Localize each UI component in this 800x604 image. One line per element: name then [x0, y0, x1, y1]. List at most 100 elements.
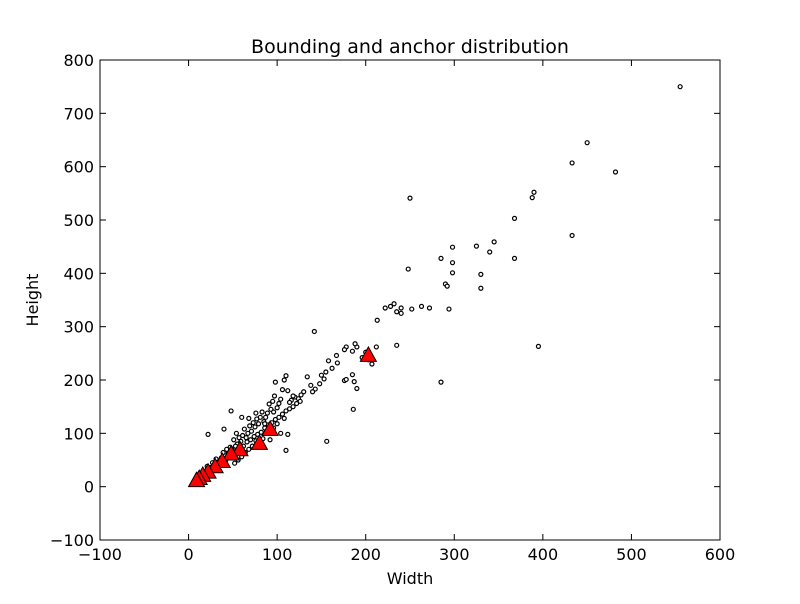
data-point	[276, 414, 282, 420]
plot-frame	[99, 59, 721, 541]
data-point	[298, 392, 304, 398]
data-point	[290, 404, 296, 410]
data-point	[569, 160, 575, 166]
data-point	[350, 406, 356, 412]
data-point	[281, 415, 287, 421]
data-point	[391, 301, 397, 307]
data-point	[409, 306, 415, 312]
data-point	[394, 309, 400, 315]
anchor-marker	[231, 440, 249, 457]
data-point	[233, 430, 239, 436]
data-point	[272, 416, 278, 423]
data-point	[323, 369, 329, 375]
data-point	[266, 401, 272, 407]
data-point	[612, 169, 619, 175]
data-point	[352, 341, 358, 347]
data-point	[318, 372, 325, 378]
data-point	[255, 421, 262, 427]
data-point	[285, 388, 291, 394]
data-point	[264, 410, 270, 416]
data-point	[246, 415, 252, 421]
y-tick-label: 400	[63, 264, 94, 283]
data-point	[281, 377, 287, 383]
data-point	[236, 435, 242, 441]
data-point	[382, 305, 388, 311]
data-point	[511, 255, 518, 261]
data-point	[205, 431, 211, 437]
data-point	[271, 409, 277, 415]
data-point	[285, 431, 291, 437]
x-tick-label: 400	[528, 545, 559, 564]
x-axis-label: Width	[387, 569, 433, 588]
data-point	[247, 423, 253, 429]
data-point	[491, 239, 497, 245]
data-point	[228, 408, 234, 414]
y-tick-label: 300	[63, 318, 94, 337]
y-tick-label: 500	[63, 211, 94, 230]
y-tick-label: 200	[63, 371, 94, 390]
y-axis: −100 0 100 200 300 400 500 600 700 800	[50, 51, 720, 550]
data-point	[279, 411, 286, 417]
x-tick-label: −100	[78, 545, 122, 564]
data-point	[405, 266, 411, 272]
data-point	[334, 360, 340, 366]
data-point	[351, 379, 357, 385]
data-point	[569, 232, 575, 239]
data-point	[374, 317, 380, 323]
data-point	[349, 348, 356, 354]
data-point	[252, 424, 258, 430]
data-point	[387, 303, 394, 309]
anchor-marker	[261, 420, 279, 436]
data-point	[294, 400, 300, 407]
data-point	[251, 433, 257, 440]
data-point	[253, 410, 259, 416]
data-point	[283, 447, 289, 453]
data-point	[349, 372, 356, 378]
data-point	[267, 437, 273, 443]
data-point	[446, 306, 452, 312]
data-point	[245, 430, 251, 436]
y-tick-label: 600	[63, 158, 94, 177]
anchor-marker	[222, 444, 240, 461]
data-point	[535, 343, 542, 349]
data-point	[241, 426, 247, 432]
data-point	[239, 414, 245, 420]
data-point	[478, 285, 484, 291]
data-point	[274, 421, 280, 427]
data-point	[270, 398, 276, 404]
data-point	[354, 385, 360, 392]
x-tick-label: 100	[262, 545, 293, 564]
data-point	[677, 84, 683, 90]
data-point	[278, 396, 284, 402]
data-point	[341, 347, 348, 353]
data-point	[301, 389, 307, 395]
data-point	[278, 430, 284, 436]
data-point	[449, 260, 456, 266]
data-point	[250, 420, 256, 426]
anchor-marker	[187, 471, 206, 488]
data-point	[254, 416, 260, 422]
x-tick-label: 500	[616, 545, 647, 564]
data-point	[324, 438, 330, 444]
data-point	[531, 189, 537, 195]
data-point	[259, 409, 265, 415]
data-point	[511, 215, 518, 221]
anchor-marker	[359, 345, 378, 362]
data-point	[369, 361, 375, 367]
data-point	[283, 408, 289, 414]
data-point	[258, 429, 264, 435]
data-point	[240, 432, 246, 439]
data-point	[263, 414, 269, 420]
data-point	[309, 389, 316, 395]
data-point	[317, 381, 323, 387]
data-point	[418, 303, 425, 309]
x-tick-label: 0	[183, 545, 193, 564]
data-point	[426, 305, 433, 311]
data-point	[246, 446, 252, 452]
y-tick-label: −100	[50, 531, 94, 550]
data-point	[311, 328, 317, 335]
data-point	[262, 421, 268, 427]
y-tick-label: 100	[63, 424, 94, 443]
data-point	[221, 426, 227, 432]
